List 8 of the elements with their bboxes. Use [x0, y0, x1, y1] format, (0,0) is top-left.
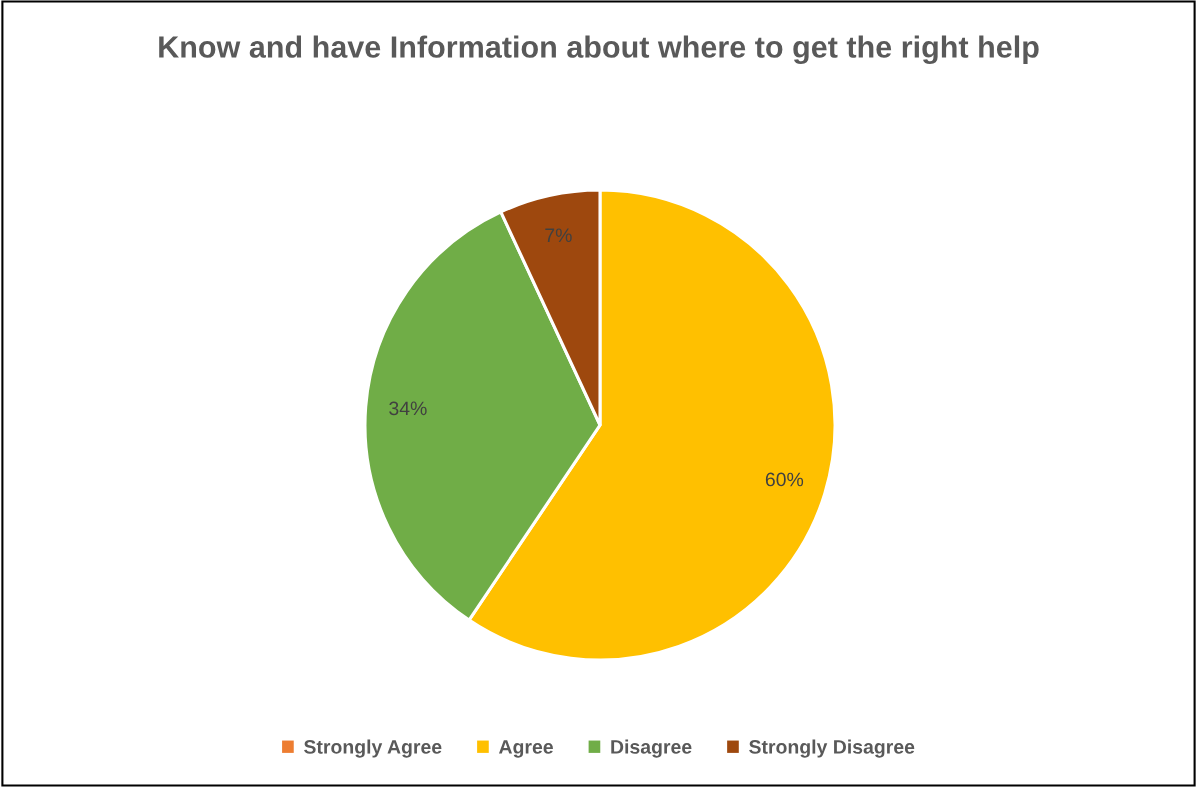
data-label: 34% [389, 401, 427, 416]
chart-title: Know and have Information about where to get the right help [159, 35, 1039, 65]
legend-label: Strongly Agree [304, 739, 442, 758]
data-label: 7% [545, 228, 572, 242]
legend-label: Agree [498, 740, 553, 758]
data-label: 60% [765, 472, 804, 487]
legend-label: Strongly Disagree [749, 739, 915, 758]
legend-label: Disagree [611, 739, 692, 758]
